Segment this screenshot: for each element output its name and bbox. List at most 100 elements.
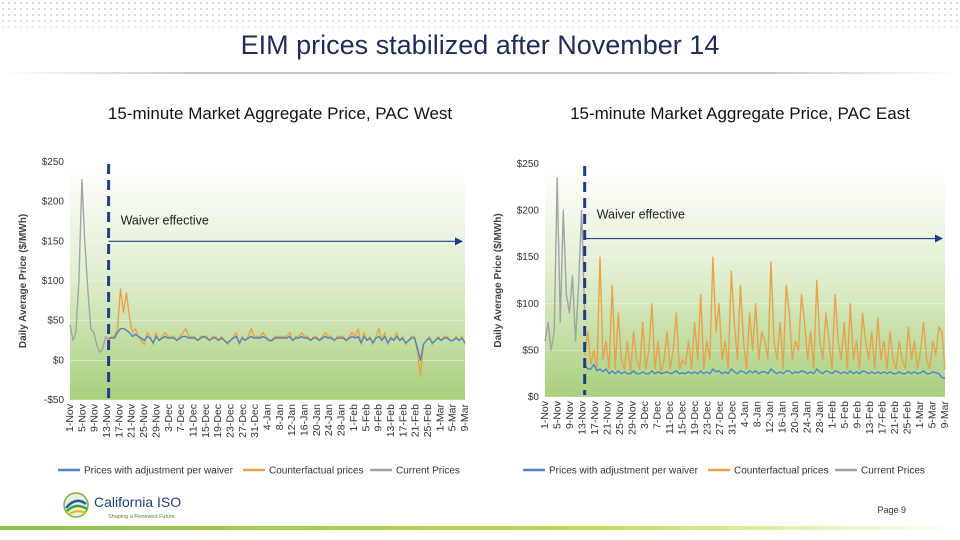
x-tick-label: 1-Feb (827, 401, 839, 429)
x-tick-label: 7-Dec (652, 401, 664, 429)
x-tick-label: 15-Dec (200, 404, 212, 438)
x-tick-label: 9-Mar (459, 403, 471, 431)
series-line-current-prices (544, 177, 586, 352)
waiver-annotation: Waiver effective (597, 207, 685, 221)
series-line-counterfactual-prices (108, 288, 466, 377)
x-tick-label: 13-Nov (577, 400, 589, 435)
y-tick-label: $0 (528, 392, 540, 403)
y-tick-label: $0 (53, 355, 65, 366)
x-tick-label: 23-Dec (702, 401, 714, 435)
y-tick-label: $250 (517, 159, 540, 170)
x-tick-label: 8-Jan (752, 401, 764, 427)
x-tick-label: 1-Mar (434, 403, 446, 431)
chart-title-east: 15-minute Market Aggregate Price, PAC Ea… (570, 104, 910, 123)
y-tick-label: $200 (42, 197, 65, 208)
chart-pac-east: $0 $50 $100 $150 $200 $250 Daily Average Price… (493, 159, 951, 477)
x-tick-label: 17-Nov (589, 400, 601, 435)
x-tick-label: 27-Dec (237, 404, 249, 438)
legend-label: Current Prices (861, 466, 925, 477)
logo-wordmark: California ISO (94, 494, 181, 510)
y-tick-label: $50 (522, 345, 539, 356)
y-tick-label: $150 (517, 252, 540, 263)
x-tick-label: 23-Dec (224, 404, 236, 438)
legend-label: Prices with adjustment per waiver (549, 466, 699, 477)
x-tick-label: 21-Feb (410, 404, 422, 437)
chart-title-west: 15-minute Market Aggregate Price, PAC We… (107, 104, 453, 123)
page-number: Page 9 (877, 505, 906, 515)
x-tick-label: 20-Jan (311, 404, 323, 436)
x-tick-label: 24-Jan (802, 401, 814, 433)
x-tick-label: 13-Feb (864, 401, 876, 434)
x-tick-label: 16-Jan (299, 404, 311, 436)
x-tick-label: 8-Jan (274, 404, 286, 430)
legend-label: Counterfactual prices (734, 466, 829, 477)
x-tick-label: 12-Jan (764, 401, 776, 433)
x-tick-label: 11-Dec (664, 401, 676, 434)
x-tick-label: 5-Feb (360, 404, 372, 432)
x-tick-label: 25-Feb (422, 404, 434, 437)
x-tick-label: 5-Mar (447, 403, 459, 431)
x-tick-label: 28-Jan (814, 401, 826, 433)
x-tick-label: 5-Mar (927, 400, 939, 428)
title-divider (0, 72, 960, 74)
x-tick-label: 29-Nov (150, 403, 162, 438)
x-tick-label: 15-Dec (677, 401, 689, 435)
x-tick-label: 9-Feb (373, 404, 385, 432)
x-tick-label: 25-Feb (902, 401, 914, 434)
y-tick-label: $150 (42, 236, 65, 247)
x-tick-label: 1-Nov (539, 400, 551, 429)
x-tick-label: 31-Dec (727, 401, 739, 435)
x-tick-label: 17-Feb (397, 404, 409, 437)
footer-accent-bar (0, 526, 960, 530)
x-tick-label: 20-Jan (789, 401, 801, 433)
x-tick-label: 19-Dec (689, 401, 701, 435)
x-tick-label: 11-Dec (187, 404, 199, 437)
plot-area (545, 164, 945, 397)
x-tick-label: 5-Feb (839, 401, 851, 429)
waiver-arrowhead (935, 234, 943, 243)
x-tick-label: 16-Jan (777, 401, 789, 433)
x-tick-label: 5-Nov (552, 400, 564, 429)
x-tick-label: 1-Mar (914, 400, 926, 428)
series-line-prices-with-adjustment-per-waiver (108, 327, 466, 361)
x-tick-label: 17-Nov (113, 403, 125, 438)
waiver-annotation: Waiver effective (121, 214, 209, 228)
x-tick-label: 25-Nov (614, 400, 626, 435)
logo-tagline: Shaping a Renewed Future (108, 514, 175, 520)
x-tick-label: 31-Dec (249, 404, 261, 438)
x-tick-label: 3-Dec (639, 401, 651, 429)
x-tick-label: 4-Jan (262, 404, 274, 430)
x-tick-label: 4-Jan (739, 401, 751, 427)
x-tick-label: 7-Dec (175, 404, 187, 432)
legend-label: Counterfactual prices (269, 466, 364, 477)
waiver-arrowhead (455, 237, 463, 246)
x-tick-label: 9-Nov (89, 403, 101, 432)
x-tick-label: 28-Jan (336, 404, 348, 436)
x-tick-label: 9-Mar (939, 400, 951, 428)
x-tick-label: 24-Jan (323, 404, 335, 436)
x-tick-label: 3-Dec (163, 404, 175, 432)
x-tick-label: 21-Nov (126, 403, 138, 438)
x-tick-label: 29-Nov (627, 400, 639, 435)
legend-label: Prices with adjustment per waiver (84, 466, 234, 477)
y-axis-title: Daily Average Price ($/MWh) (18, 214, 29, 348)
y-tick-label: -$50 (44, 395, 64, 406)
x-tick-label: 21-Nov (602, 400, 614, 435)
x-tick-label: 25-Nov (138, 403, 150, 438)
slide-title: EIM prices stabilized after November 14 (240, 30, 720, 60)
legend-label: Current Prices (396, 466, 460, 477)
x-tick-label: 1-Nov (64, 403, 76, 432)
x-tick-label: 13-Nov (101, 403, 113, 438)
y-tick-label: $100 (42, 276, 65, 287)
california-iso-logo: California ISO Shaping a Renewed Future (63, 492, 181, 520)
x-tick-label: 19-Dec (212, 404, 224, 438)
x-tick-label: 5-Nov (76, 403, 88, 432)
x-tick-label: 27-Dec (714, 401, 726, 435)
x-tick-label: 1-Feb (348, 404, 360, 432)
x-tick-label: 17-Feb (877, 401, 889, 434)
series-line-counterfactual-prices (584, 256, 946, 375)
x-tick-label: 13-Feb (385, 404, 397, 437)
y-axis-title: Daily Average Price ($/MWh) (493, 213, 504, 347)
series-line-current-prices (69, 178, 110, 354)
chart-pac-west: -$50 $0 $50 $100 $150 $200 $250 Daily Average P… (18, 157, 471, 477)
